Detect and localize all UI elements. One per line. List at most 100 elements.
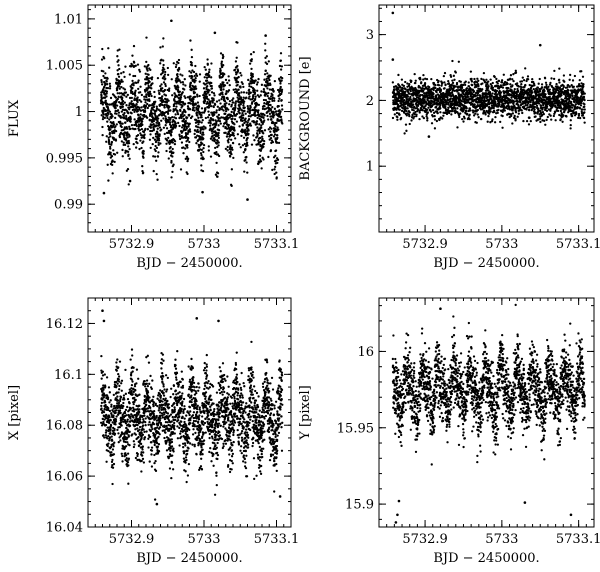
data-point <box>179 109 182 113</box>
data-point <box>253 91 257 94</box>
data-point <box>539 104 543 108</box>
data-point <box>271 99 274 102</box>
data-point <box>186 159 189 163</box>
data-point <box>213 94 216 97</box>
data-point <box>273 97 276 100</box>
y-tick-label: 1 <box>75 105 83 120</box>
data-point <box>486 96 489 99</box>
data-point <box>128 179 132 183</box>
data-point <box>153 90 156 94</box>
data-point <box>248 111 251 114</box>
data-point <box>153 95 156 99</box>
data-point <box>236 80 240 84</box>
data-point <box>212 98 215 102</box>
data-point <box>142 171 145 174</box>
data-point <box>214 146 217 149</box>
data-point <box>269 97 272 101</box>
data-point <box>540 83 544 86</box>
data-point <box>195 142 198 145</box>
data-point <box>249 124 253 127</box>
data-point <box>277 128 280 131</box>
data-point <box>463 90 466 93</box>
data-point <box>268 78 271 82</box>
data-point <box>171 155 174 158</box>
data-point <box>183 102 187 105</box>
data-point <box>518 106 521 109</box>
data-point <box>248 62 252 65</box>
data-point <box>512 73 515 76</box>
data-point <box>139 139 142 142</box>
data-point <box>170 159 173 163</box>
data-point <box>104 72 107 75</box>
data-point <box>468 113 471 116</box>
data-point <box>105 80 108 83</box>
data-point <box>145 116 149 119</box>
data-point <box>465 87 469 90</box>
data-point <box>266 72 269 75</box>
data-point <box>181 91 184 94</box>
data-point <box>421 109 424 112</box>
data-point <box>180 141 184 144</box>
data-point <box>128 96 132 100</box>
data-point <box>569 73 572 77</box>
data-point <box>221 105 225 108</box>
data-point <box>151 76 154 79</box>
data-point <box>150 87 153 90</box>
data-point <box>224 104 227 107</box>
data-point <box>220 89 223 92</box>
data-point <box>175 63 178 66</box>
data-point <box>232 156 235 160</box>
data-point <box>109 145 112 149</box>
data-point <box>491 92 494 95</box>
data-point <box>578 79 581 82</box>
data-point <box>198 73 202 76</box>
data-point <box>182 83 185 86</box>
data-point <box>207 145 210 148</box>
data-point <box>117 111 121 114</box>
data-point <box>259 136 262 139</box>
data-point <box>198 80 201 83</box>
data-point <box>405 110 408 113</box>
data-point <box>227 75 230 78</box>
data-point <box>199 129 202 133</box>
data-point <box>126 167 130 171</box>
data-point <box>197 116 200 119</box>
data-point <box>195 87 198 90</box>
data-point <box>462 83 465 87</box>
data-point <box>184 147 187 150</box>
data-point <box>139 116 142 119</box>
data-point <box>581 75 585 78</box>
data-point <box>232 88 235 91</box>
data-point <box>258 130 261 133</box>
data-point <box>158 109 162 112</box>
data-point <box>266 114 269 118</box>
data-point <box>510 114 513 118</box>
data-point <box>117 75 121 78</box>
data-point <box>274 154 277 157</box>
data-point <box>426 119 429 122</box>
data-point <box>233 129 236 132</box>
data-point <box>269 136 273 140</box>
data-point <box>232 132 235 135</box>
data-point <box>398 108 401 111</box>
data-point <box>128 157 131 160</box>
data-point <box>562 114 565 117</box>
data-point <box>112 138 116 141</box>
data-point <box>107 47 110 50</box>
data-point <box>271 168 274 172</box>
data-point <box>260 83 264 86</box>
data-point <box>138 70 142 73</box>
data-point <box>167 99 170 102</box>
data-point <box>201 170 205 173</box>
data-point <box>174 117 178 120</box>
data-point <box>553 111 557 114</box>
data-point <box>263 94 267 97</box>
data-point <box>528 109 531 112</box>
data-point <box>211 134 214 138</box>
data-point <box>153 112 157 116</box>
data-point <box>245 141 249 144</box>
data-point <box>200 121 203 124</box>
data-point <box>127 183 130 186</box>
data-point <box>194 85 197 88</box>
data-point <box>178 90 182 93</box>
